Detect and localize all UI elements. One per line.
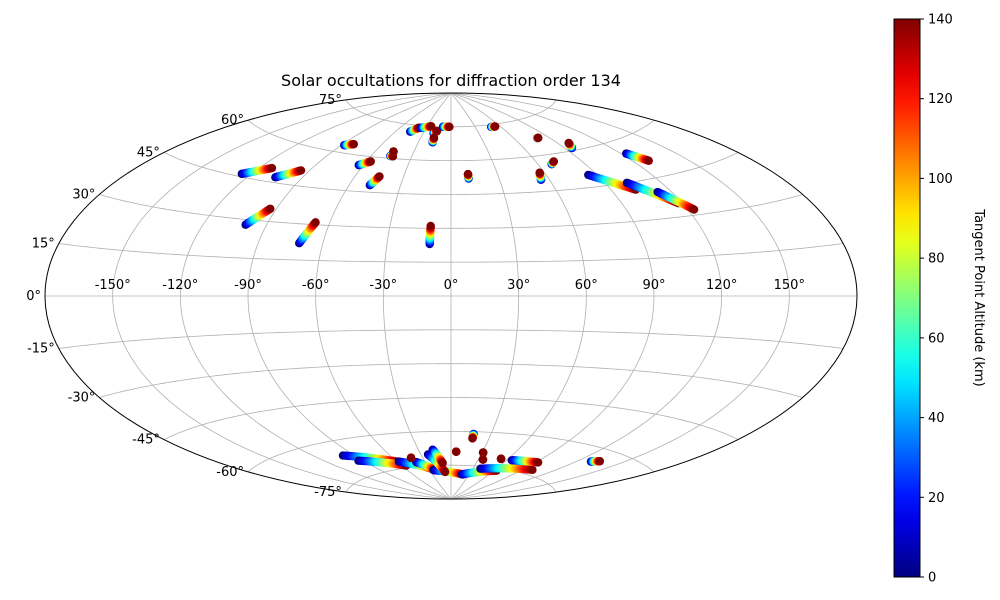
data-point bbox=[366, 157, 375, 166]
latitude-tick-label: -15° bbox=[27, 342, 55, 357]
colorbar-tick-label: 60 bbox=[928, 331, 945, 346]
data-points bbox=[237, 122, 699, 479]
longitude-gridline bbox=[179, 92, 452, 500]
data-point bbox=[689, 205, 699, 214]
longitude-gridline bbox=[450, 92, 520, 500]
latitude-tick-label: 15° bbox=[32, 237, 55, 252]
latitude-tick-label: 75° bbox=[319, 93, 342, 108]
data-point bbox=[533, 458, 543, 467]
data-point bbox=[267, 163, 277, 173]
data-point bbox=[389, 147, 398, 156]
data-point bbox=[463, 169, 473, 179]
data-point bbox=[549, 157, 558, 166]
longitude-tick-label: -150° bbox=[95, 278, 131, 293]
latitude-tick-label: 30° bbox=[72, 188, 95, 203]
data-point bbox=[311, 218, 320, 227]
longitude-gridline bbox=[450, 92, 655, 500]
latitude-tick-label: -75° bbox=[314, 485, 342, 500]
data-point bbox=[432, 126, 442, 136]
longitude-tick-label: 120° bbox=[706, 278, 737, 293]
colorbar-tick-label: 140 bbox=[928, 13, 953, 28]
data-point bbox=[429, 133, 439, 143]
data-point bbox=[478, 455, 488, 464]
data-point bbox=[296, 166, 306, 175]
colorbar-tick-label: 0 bbox=[928, 571, 936, 586]
longitude-gridline bbox=[450, 92, 790, 500]
data-point bbox=[490, 122, 500, 131]
latitude-tick-labels: -75° -60° -45° -30° -15° 0° 15° 30° 45° 60° 75° bbox=[26, 93, 342, 500]
colorbar-tick-label: 20 bbox=[928, 491, 945, 506]
data-point bbox=[426, 221, 435, 231]
data-point bbox=[438, 458, 447, 468]
colorbar-gradient bbox=[893, 18, 921, 578]
longitude-gridline bbox=[247, 92, 452, 500]
longitude-tick-label: 150° bbox=[774, 278, 805, 293]
longitude-tick-label: 30° bbox=[507, 278, 530, 293]
chart-title: Solar occultations for diffraction order… bbox=[281, 71, 621, 90]
longitude-tick-label: 90° bbox=[642, 278, 665, 293]
longitude-gridline bbox=[112, 92, 452, 500]
colorbar-tick-label: 40 bbox=[928, 411, 945, 426]
colorbar-tick-label: 100 bbox=[928, 172, 953, 187]
data-point bbox=[468, 434, 477, 443]
latitude-tick-label: -45° bbox=[132, 433, 160, 448]
data-point bbox=[452, 447, 461, 456]
data-point bbox=[535, 168, 544, 177]
colorbar: 0 20 40 60 80 100 120 140 Tangent Point Altitud… bbox=[893, 13, 986, 586]
colorbar-ticks: 0 20 40 60 80 100 120 140 bbox=[920, 13, 953, 586]
data-point bbox=[375, 172, 384, 181]
latitude-tick-label: 0° bbox=[26, 289, 41, 304]
longitude-tick-label: 0° bbox=[444, 278, 459, 293]
longitude-tick-label: -30° bbox=[369, 278, 397, 293]
colorbar-label: Tangent Point Altitude (km) bbox=[971, 208, 986, 386]
longitude-tick-label: 60° bbox=[575, 278, 598, 293]
latitude-tick-label: -30° bbox=[68, 391, 96, 406]
longitude-gridline bbox=[315, 92, 452, 500]
longitude-gridline bbox=[382, 92, 452, 500]
longitude-tick-label: -60° bbox=[302, 278, 330, 293]
data-point bbox=[595, 457, 605, 466]
data-point bbox=[266, 204, 275, 213]
latitude-tick-label: 45° bbox=[137, 146, 160, 161]
longitude-gridline bbox=[450, 92, 723, 500]
data-point bbox=[478, 448, 488, 457]
data-point bbox=[406, 453, 416, 463]
data-point bbox=[427, 122, 436, 131]
data-point bbox=[496, 454, 506, 464]
map-outline bbox=[44, 92, 858, 500]
data-point bbox=[445, 122, 454, 132]
data-point bbox=[440, 467, 450, 477]
data-point bbox=[644, 156, 653, 165]
longitude-tick-labels: -150° -120° -90° -60° -30° 0° 30° 60° 90° 120° 150… bbox=[95, 278, 805, 293]
data-point bbox=[533, 133, 543, 143]
longitude-tick-label: -90° bbox=[234, 278, 262, 293]
longitude-tick-label: -120° bbox=[162, 278, 198, 293]
longitude-gridline bbox=[450, 92, 587, 500]
map-boundary bbox=[44, 92, 858, 500]
latitude-tick-label: -60° bbox=[216, 465, 244, 480]
latitude-tick-label: 60° bbox=[221, 113, 244, 128]
graticule bbox=[45, 92, 857, 500]
data-point bbox=[564, 138, 573, 148]
data-point bbox=[528, 465, 537, 475]
data-point bbox=[349, 139, 359, 149]
colorbar-tick-label: 80 bbox=[928, 252, 945, 267]
colorbar-tick-label: 120 bbox=[928, 92, 953, 107]
